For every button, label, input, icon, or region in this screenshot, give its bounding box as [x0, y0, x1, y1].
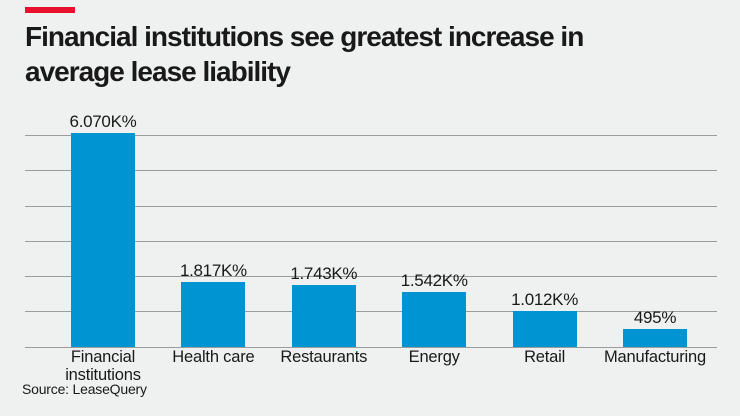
category-label: Retail [524, 348, 566, 366]
chart-title-line2: average lease liability [25, 56, 291, 87]
value-label: 495% [633, 308, 677, 328]
bar [512, 310, 577, 347]
bar [402, 292, 467, 347]
bar [623, 329, 687, 347]
category-label: Financial institutions [65, 348, 141, 384]
source-note: Source: LeaseQuery [22, 381, 147, 397]
gridline [25, 170, 717, 172]
category-label: Health care [172, 348, 255, 366]
value-label: 1.542K% [400, 271, 468, 291]
category-label: Manufacturing [604, 348, 706, 366]
gridline [25, 346, 717, 348]
value-label: 6.070K% [69, 111, 137, 131]
gridline [25, 311, 717, 313]
bar [181, 282, 246, 347]
bar [291, 285, 356, 347]
value-label: 1.743K% [290, 264, 358, 284]
chart-title: Financial institutions see greatest incr… [25, 19, 737, 89]
gridline [25, 135, 717, 136]
gridline [25, 205, 717, 207]
value-label: 1.012K% [511, 289, 579, 309]
category-label: Restaurants [280, 348, 368, 366]
value-label: 1.817K% [179, 261, 247, 281]
bar [71, 132, 135, 347]
chart-title-line1: Financial institutions see greatest incr… [25, 21, 584, 52]
category-label: Energy [408, 348, 460, 366]
gridline [25, 276, 717, 277]
accent-bar [25, 7, 75, 13]
gridline [25, 240, 717, 242]
